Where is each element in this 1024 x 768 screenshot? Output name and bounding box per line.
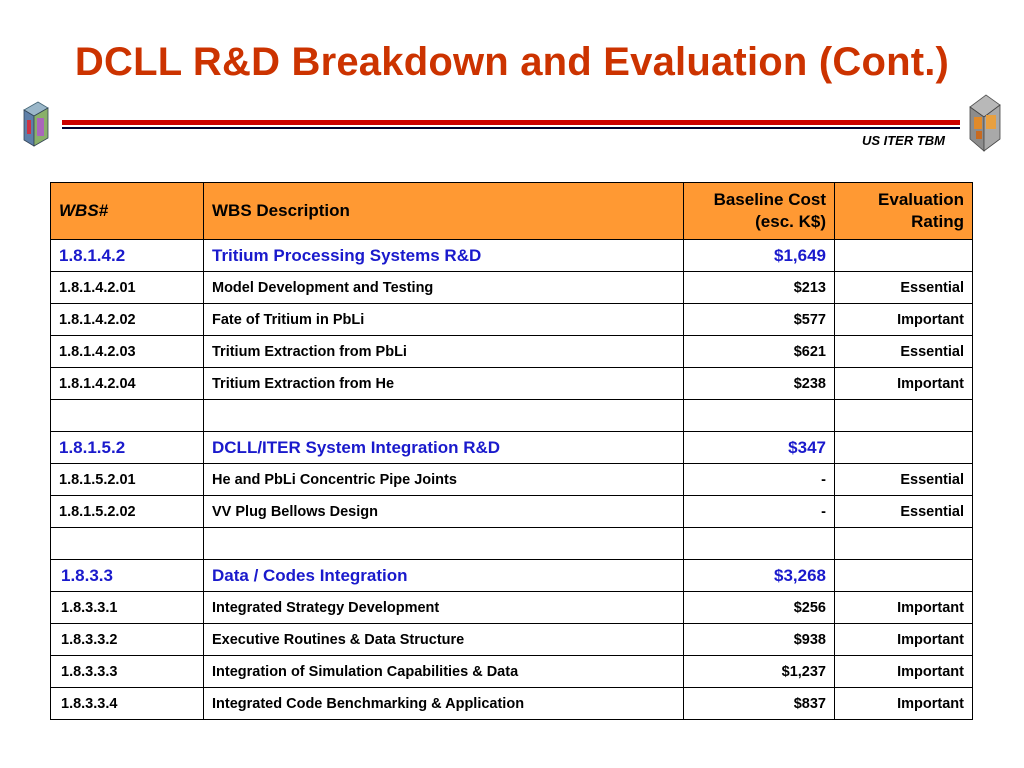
cell-wbs: 1.8.3.3.3 <box>50 655 204 688</box>
cell-baseline-cost: $256 <box>683 591 835 624</box>
table-row: 1.8.1.4.2.03 Tritium Extraction from PbLi… <box>50 335 973 368</box>
cell-wbs <box>50 399 204 432</box>
cell-description: Executive Routines & Data Structure <box>203 623 684 656</box>
cell-baseline-cost: - <box>683 463 835 496</box>
iter-blanket-module-icon <box>20 100 50 153</box>
table-row: 1.8.3.3.1 Integrated Strategy Development… <box>50 591 973 624</box>
cell-baseline-cost: $347 <box>683 431 835 464</box>
cell-wbs: 1.8.1.4.2 <box>50 239 204 272</box>
cell-wbs: 1.8.1.4.2.03 <box>50 335 204 368</box>
table-row: 1.8.1.5.2.01 He and PbLi Concentric Pipe … <box>50 463 973 496</box>
cell-baseline-cost: $938 <box>683 623 835 656</box>
table-row: 1.8.1.4.2 Tritium Processing Systems R&D $… <box>50 239 973 272</box>
header-description: WBS Description <box>203 182 684 240</box>
cell-evaluation-rating <box>834 559 973 592</box>
cell-description: Fate of Tritium in PbLi <box>203 303 684 336</box>
slide-subtitle: US ITER TBM <box>861 133 945 148</box>
header-rule-red <box>62 120 960 125</box>
cell-evaluation-rating: Important <box>834 591 973 624</box>
header-rating-line2: Rating <box>911 212 964 231</box>
cell-baseline-cost: $577 <box>683 303 835 336</box>
cell-description <box>203 527 684 560</box>
cell-baseline-cost: $213 <box>683 271 835 304</box>
header-evaluation-rating: Evaluation Rating <box>834 182 973 240</box>
header-wbs: WBS# <box>50 182 204 240</box>
cell-evaluation-rating: Important <box>834 687 973 720</box>
cell-wbs: 1.8.1.4.2.01 <box>50 271 204 304</box>
cell-description: VV Plug Bellows Design <box>203 495 684 528</box>
header-cost-line2: (esc. K$) <box>755 212 826 231</box>
header-baseline-cost: Baseline Cost (esc. K$) <box>683 182 835 240</box>
table-row-spacer <box>50 527 973 560</box>
cell-description: Integration of Simulation Capabilities &… <box>203 655 684 688</box>
cell-evaluation-rating: Important <box>834 303 973 336</box>
cell-wbs: 1.8.3.3.1 <box>50 591 204 624</box>
header-cost-line1: Baseline Cost <box>713 190 826 209</box>
table-row: 1.8.1.4.2.02 Fate of Tritium in PbLi $577 I… <box>50 303 973 336</box>
cell-baseline-cost: $238 <box>683 367 835 400</box>
cell-evaluation-rating <box>834 431 973 464</box>
cell-wbs: 1.8.1.5.2.02 <box>50 495 204 528</box>
cell-wbs <box>50 527 204 560</box>
header-rule-dark <box>62 127 960 129</box>
cell-evaluation-rating: Important <box>834 623 973 656</box>
cell-description: Integrated Code Benchmarking & Applicati… <box>203 687 684 720</box>
cell-wbs: 1.8.3.3.2 <box>50 623 204 656</box>
cell-description: Model Development and Testing <box>203 271 684 304</box>
wbs-table: WBS# WBS Description Baseline Cost (esc.… <box>50 182 973 720</box>
cell-description: Data / Codes Integration <box>203 559 684 592</box>
table-row: 1.8.1.4.2.01 Model Development and Testin… <box>50 271 973 304</box>
cell-baseline-cost: $1,649 <box>683 239 835 272</box>
table-row: 1.8.3.3.4 Integrated Code Benchmarking & … <box>50 687 973 720</box>
cell-baseline-cost: $3,268 <box>683 559 835 592</box>
cell-evaluation-rating: Essential <box>834 495 973 528</box>
cell-wbs: 1.8.3.3 <box>50 559 204 592</box>
cell-evaluation-rating: Important <box>834 367 973 400</box>
cell-wbs: 1.8.1.5.2.01 <box>50 463 204 496</box>
table-header-row: WBS# WBS Description Baseline Cost (esc.… <box>50 182 973 240</box>
cell-evaluation-rating: Essential <box>834 335 973 368</box>
cell-description: Tritium Extraction from PbLi <box>203 335 684 368</box>
cell-wbs: 1.8.1.4.2.02 <box>50 303 204 336</box>
cell-baseline-cost: - <box>683 495 835 528</box>
header-rating-line1: Evaluation <box>878 190 964 209</box>
cell-baseline-cost: $1,237 <box>683 655 835 688</box>
cell-description: DCLL/ITER System Integration R&D <box>203 431 684 464</box>
cell-baseline-cost <box>683 527 835 560</box>
cell-evaluation-rating <box>834 399 973 432</box>
cell-baseline-cost: $837 <box>683 687 835 720</box>
cell-wbs: 1.8.1.4.2.04 <box>50 367 204 400</box>
cell-description <box>203 399 684 432</box>
cell-evaluation-rating: Essential <box>834 463 973 496</box>
cell-description: He and PbLi Concentric Pipe Joints <box>203 463 684 496</box>
cell-description: Tritium Processing Systems R&D <box>203 239 684 272</box>
cell-baseline-cost: $621 <box>683 335 835 368</box>
table-body: 1.8.1.4.2 Tritium Processing Systems R&D $… <box>50 239 973 720</box>
cell-evaluation-rating <box>834 527 973 560</box>
cell-description: Integrated Strategy Development <box>203 591 684 624</box>
table-row: 1.8.1.5.2 DCLL/ITER System Integration R&… <box>50 431 973 464</box>
cell-evaluation-rating: Important <box>834 655 973 688</box>
table-row: 1.8.1.4.2.04 Tritium Extraction from He $2… <box>50 367 973 400</box>
cell-wbs: 1.8.1.5.2 <box>50 431 204 464</box>
slide-title: DCLL R&D Breakdown and Evaluation (Cont.… <box>74 40 950 84</box>
table-row: 1.8.3.3 Data / Codes Integration $3,268 <box>50 559 973 592</box>
table-row: 1.8.3.3.2 Executive Routines & Data Struc… <box>50 623 973 656</box>
iter-blanket-module-icon <box>964 93 1004 158</box>
cell-evaluation-rating: Essential <box>834 271 973 304</box>
cell-wbs: 1.8.3.3.4 <box>50 687 204 720</box>
cell-description: Tritium Extraction from He <box>203 367 684 400</box>
cell-baseline-cost <box>683 399 835 432</box>
cell-evaluation-rating <box>834 239 973 272</box>
table-row-spacer <box>50 399 973 432</box>
table-row: 1.8.3.3.3 Integration of Simulation Capab… <box>50 655 973 688</box>
table-row: 1.8.1.5.2.02 VV Plug Bellows Design - Essen… <box>50 495 973 528</box>
